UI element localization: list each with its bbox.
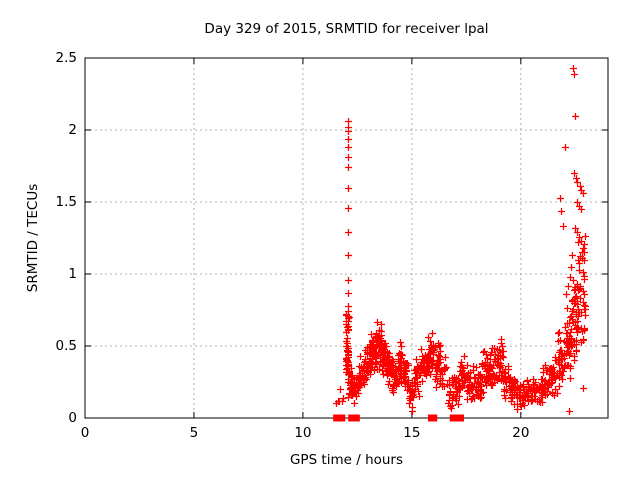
zero-value-cluster bbox=[333, 414, 341, 422]
y-tick-label: 0.5 bbox=[55, 338, 77, 354]
y-tick-label: 1.5 bbox=[55, 194, 77, 210]
axis-ticks bbox=[84, 57, 608, 419]
zero-value-cluster bbox=[455, 414, 464, 422]
y-tick-label: 2.5 bbox=[55, 50, 77, 66]
y-tick-label: 2 bbox=[68, 122, 77, 138]
zero-value-cluster bbox=[337, 414, 346, 422]
x-tick-label: 10 bbox=[294, 425, 312, 441]
zero-value-cluster bbox=[449, 414, 459, 422]
x-tick-label: 5 bbox=[189, 425, 199, 441]
zero-value-cluster bbox=[427, 414, 438, 422]
x-axis-label: GPS time / hours bbox=[289, 452, 404, 468]
y-tick-label: 1 bbox=[68, 266, 77, 282]
x-tick-label: 15 bbox=[403, 425, 421, 441]
x-tick-label: 20 bbox=[512, 425, 530, 441]
chart-title: Day 329 of 2015, SRMTID for receiver lpa… bbox=[204, 21, 489, 37]
scatter-points bbox=[333, 65, 589, 415]
zero-value-cluster bbox=[348, 414, 360, 422]
y-tick-label: 0 bbox=[68, 410, 77, 426]
plot-border bbox=[84, 57, 609, 419]
x-tick-label: 0 bbox=[80, 425, 90, 441]
